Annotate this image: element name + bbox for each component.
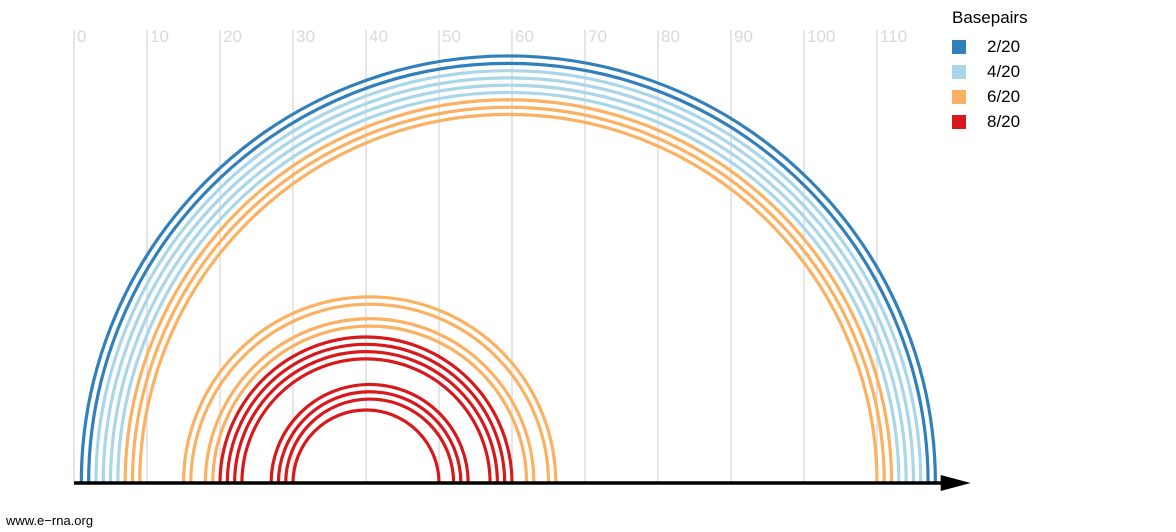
legend-title: Basepairs <box>952 8 1028 27</box>
basepair-arc <box>116 90 901 484</box>
x-tick-label: 10 <box>150 27 169 46</box>
basepair-arc <box>123 98 894 484</box>
legend-label: 8/20 <box>987 111 1021 131</box>
basepair-arc <box>94 69 923 484</box>
basepair-arc <box>291 408 441 484</box>
basepair-arc <box>108 83 908 484</box>
basepair-arc <box>218 335 514 484</box>
legend-label: 2/20 <box>987 36 1021 56</box>
basepair-arc <box>87 61 930 484</box>
basepair-arc <box>233 350 499 484</box>
x-tick-label: 80 <box>661 27 680 46</box>
x-tick-label: 100 <box>807 27 835 46</box>
axis-arrowhead <box>940 475 971 491</box>
basepair-arc <box>101 76 916 484</box>
x-tick-labels: 0 10 20 30 40 50 60 70 80 90 100 110 <box>77 27 907 46</box>
sequence-axis <box>74 475 971 491</box>
basepair-arc <box>269 382 470 484</box>
x-tick-label: 110 <box>880 27 907 46</box>
legend-item-2-20: 2/20 <box>952 34 1028 59</box>
legend-label: 4/20 <box>987 61 1021 81</box>
basepair-arc <box>203 317 536 484</box>
legend-swatch <box>952 114 966 129</box>
x-tick-label: 70 <box>588 27 607 46</box>
basepair-arc <box>276 390 463 484</box>
x-tick-label: 20 <box>223 27 242 46</box>
footer-watermark: www.e−rna.org <box>6 513 94 528</box>
basepair-arc <box>79 54 937 484</box>
x-tick-label: 50 <box>442 27 461 46</box>
x-tick-label: 60 <box>515 27 534 46</box>
legend-swatch <box>952 39 966 54</box>
basepair-arc <box>225 342 507 484</box>
grid-lines <box>73 30 878 483</box>
basepair-arc <box>189 302 551 484</box>
x-tick-label: 0 <box>77 27 86 46</box>
basepair-arc <box>284 397 456 484</box>
basepair-arc <box>240 357 492 484</box>
legend-swatch <box>952 64 966 79</box>
legend-item-4-20: 4/20 <box>952 59 1028 84</box>
x-tick-label: 30 <box>296 27 315 46</box>
basepair-arc <box>211 324 529 484</box>
legend-item-8-20: 8/20 <box>952 109 1028 134</box>
basepair-arc <box>181 295 558 484</box>
x-tick-label: 90 <box>734 27 753 46</box>
x-tick-label: 40 <box>369 27 388 46</box>
legend-label: 6/20 <box>987 86 1021 106</box>
basepair-arc <box>130 105 886 484</box>
basepair-arc <box>138 112 879 484</box>
legend: Basepairs 2/20 4/20 6/20 8/20 <box>952 8 1028 134</box>
legend-swatch <box>952 89 966 104</box>
legend-item-6-20: 6/20 <box>952 84 1028 109</box>
basepair-arcs <box>79 54 937 484</box>
